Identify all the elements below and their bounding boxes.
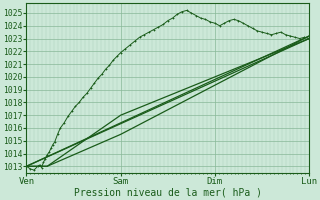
X-axis label: Pression niveau de la mer( hPa ): Pression niveau de la mer( hPa ) xyxy=(74,187,262,197)
